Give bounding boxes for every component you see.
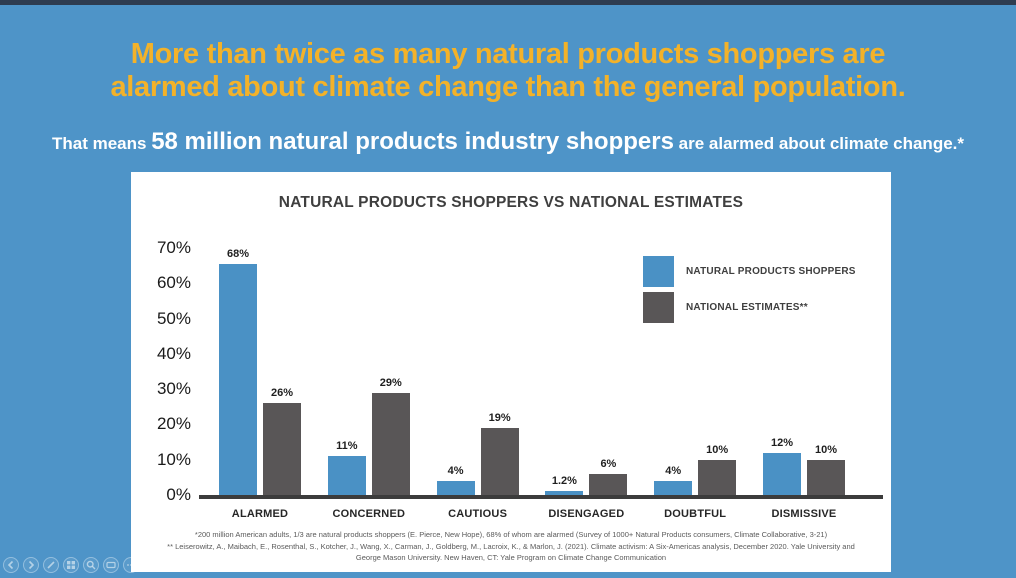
bar-with-label: 4% [436, 248, 475, 495]
plot-area: 68% 26% ALARMED 11% 29% CONCERNED 4% 19% CAUTIOU… [199, 248, 883, 520]
bar-value-label: 19% [488, 411, 511, 424]
subtitle-prefix: That means [51, 134, 152, 153]
pen-button[interactable] [43, 557, 59, 573]
bar-group: 4% 10% DOUBTFUL [652, 248, 738, 520]
subtitles-icon [106, 558, 116, 573]
chart-legend: NATURAL PRODUCTS SHOPPERS NATIONAL ESTIMA… [643, 256, 856, 328]
legend-swatch [643, 292, 674, 323]
footnotes: *200 million American adults, 1/3 are na… [157, 529, 865, 564]
bar [371, 392, 410, 495]
bar-with-label: 6% [589, 248, 628, 495]
y-axis-tick-label: 60% [156, 273, 191, 293]
bar-with-label: 68% [219, 248, 257, 495]
category-label: DISMISSIVE [771, 508, 837, 520]
category-label: CAUTIOUS [448, 508, 508, 520]
bar-value-label: 12% [770, 436, 793, 449]
bar-group: 1.2% 6% DISENGAGED [543, 248, 629, 520]
bar [698, 459, 737, 495]
bar-value-label: 68% [226, 248, 250, 260]
bar [545, 490, 584, 495]
x-axis-line [199, 495, 883, 499]
bar [263, 403, 301, 495]
next-slide-button[interactable] [23, 557, 39, 573]
bar-with-label: 29% [371, 248, 410, 495]
subtitle-highlight: 58 million natural products industry sho… [151, 128, 674, 155]
subtitles-button[interactable] [103, 557, 119, 573]
presenter-controls [3, 557, 139, 573]
bar [436, 480, 475, 495]
bar-with-label: 12% [762, 248, 801, 495]
more-options-button[interactable] [123, 557, 139, 573]
bar [654, 480, 693, 495]
y-axis-tick-label: 10% [156, 449, 191, 469]
slide-title-line2: alarmed about climate change than the ge… [110, 71, 906, 103]
bar [480, 427, 519, 495]
chart-title: NATURAL PRODUCTS SHOPPERS VS NATIONAL ES… [278, 194, 744, 211]
slide-subtitle: That means 58 million natural products i… [0, 128, 1016, 156]
bar-value-label: 1.2% [551, 474, 577, 487]
legend-item: NATIONAL ESTIMATES** [643, 292, 856, 323]
subtitle-suffix: are alarmed about climate change.* [673, 134, 964, 153]
zoom-button[interactable] [83, 557, 99, 573]
category-label: DISENGAGED [548, 508, 625, 520]
bar-with-label: 1.2% [545, 248, 584, 495]
bar-value-label: 10% [706, 443, 729, 456]
legend-label: NATIONAL ESTIMATES** [686, 302, 808, 313]
footnote-1: *200 million American adults, 1/3 are na… [194, 530, 828, 540]
bar [762, 452, 801, 495]
window-top-bar [0, 0, 1016, 5]
bar [589, 473, 628, 495]
slide-title: More than twice as many natural products… [0, 38, 1016, 104]
next-slide-icon [26, 558, 36, 573]
bar [327, 456, 366, 495]
y-axis: 70% 60% 50% 40% 30% 20% 10% 0% [143, 238, 191, 504]
more-options-icon [126, 558, 136, 573]
previous-slide-icon [6, 558, 16, 573]
bar [806, 459, 845, 495]
bar-value-label: 6% [600, 457, 617, 470]
pen-icon [46, 558, 56, 573]
y-axis-tick-label: 50% [156, 308, 191, 328]
bar-group: 11% 29% CONCERNED [326, 248, 412, 520]
bar-value-label: 11% [336, 440, 358, 453]
bar-with-label: 10% [806, 248, 845, 495]
bar-value-label: 10% [814, 443, 837, 456]
see-all-slides-button[interactable] [63, 557, 79, 573]
legend-label: NATURAL PRODUCTS SHOPPERS [686, 266, 856, 277]
bar-with-label: 4% [654, 248, 693, 495]
legend-item: NATURAL PRODUCTS SHOPPERS [643, 256, 856, 287]
legend-swatch [643, 256, 674, 287]
y-axis-tick-label: 40% [156, 343, 191, 363]
bar-group: 4% 19% CAUTIOUS [435, 248, 521, 520]
y-axis-tick-label: 0% [166, 485, 191, 504]
bar [219, 264, 257, 495]
footnote-2: ** Leiserowitz, A., Maibach, E., Rosenth… [167, 541, 855, 563]
bar-value-label: 4% [447, 464, 464, 477]
bar-value-label: 29% [379, 376, 402, 389]
bar-with-label: 11% [327, 248, 366, 495]
y-axis-tick-label: 70% [156, 238, 191, 257]
bar-group: 12% 10% DISMISSIVE [761, 248, 847, 520]
y-axis-tick-label: 20% [156, 414, 191, 434]
bar-with-label: 19% [480, 248, 519, 495]
category-label: DOUBTFUL [664, 508, 727, 520]
bar-value-label: 26% [270, 387, 294, 400]
y-axis-tick-label: 30% [156, 379, 191, 399]
previous-slide-button[interactable] [3, 557, 19, 573]
bar-with-label: 10% [698, 248, 737, 495]
slide-title-line1: More than twice as many natural products… [130, 38, 886, 70]
chart-card: NATURAL PRODUCTS SHOPPERS VS NATIONAL ES… [131, 172, 891, 572]
zoom-icon [86, 558, 96, 573]
bar-groups: 68% 26% ALARMED 11% 29% CONCERNED 4% 19% CAUTIOU… [205, 248, 877, 520]
bar-value-label: 4% [665, 464, 682, 477]
category-label: CONCERNED [332, 508, 406, 520]
bar-group: 68% 26% ALARMED [217, 248, 303, 520]
category-label: ALARMED [231, 508, 289, 520]
see-all-slides-icon [66, 558, 76, 573]
bar-with-label: 26% [263, 248, 301, 495]
